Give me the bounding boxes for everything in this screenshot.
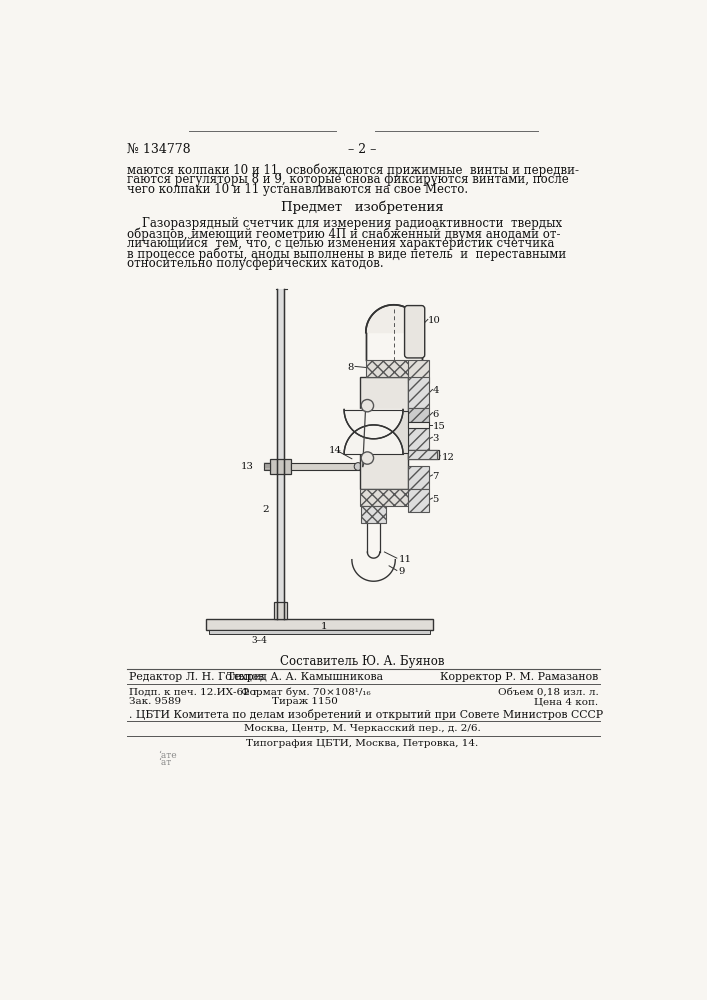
Bar	[408, 408, 429, 422]
Polygon shape	[344, 425, 403, 454]
Bar	[277, 289, 284, 619]
Text: чего колпаки 10 и 11 устанавливаются на свое Место.: чего колпаки 10 и 11 устанавливаются на …	[127, 183, 468, 196]
Bar	[360, 377, 408, 489]
Bar	[360, 411, 408, 453]
Bar	[264, 463, 270, 470]
Bar	[408, 360, 429, 383]
Text: 3–4: 3–4	[251, 636, 267, 645]
Bar	[408, 377, 429, 408]
Text: 15: 15	[433, 422, 445, 431]
Text: 13: 13	[240, 462, 253, 471]
Text: 14: 14	[329, 446, 341, 455]
Text: Зак. 9589: Зак. 9589	[129, 698, 181, 706]
Text: Техред А. А. Камышникова: Техред А. А. Камышникова	[228, 672, 383, 682]
Bar	[366, 360, 421, 377]
Text: 2: 2	[262, 505, 269, 514]
Text: . ЦБТИ Комитета по делам изобретений и открытий при Совете Министров СССР: . ЦБТИ Комитета по делам изобретений и о…	[129, 709, 603, 720]
Text: Газоразрядный счетчик для измерения радиоактивности  твердых: Газоразрядный счетчик для измерения ради…	[127, 217, 562, 230]
Text: в процессе работы, аноды выполнены в виде петель  и  переставными: в процессе работы, аноды выполнены в вид…	[127, 247, 566, 261]
Text: относительно полусферических катодов.: относительно полусферических катодов.	[127, 257, 384, 270]
Bar	[209, 630, 430, 634]
Bar	[408, 422, 429, 428]
Text: Предмет   изобретения: Предмет изобретения	[281, 200, 443, 214]
Text: Корректор Р. М. Рамазанов: Корректор Р. М. Рамазанов	[440, 672, 598, 682]
Text: маются колпаки 10 и 11, освобождаются прижимные  винты и передви-: маются колпаки 10 и 11, освобождаются пр…	[127, 163, 579, 177]
Text: 5: 5	[433, 495, 439, 504]
Text: гаются регуляторы 8 и 9, которые снова фиксируются винтами, после: гаются регуляторы 8 и 9, которые снова ф…	[127, 173, 569, 186]
Text: ‘ат: ‘ат	[158, 758, 171, 767]
Bar	[360, 489, 408, 506]
Bar	[270, 459, 291, 474]
Text: ‘ате: ‘ате	[158, 751, 177, 760]
Text: № 134778: № 134778	[127, 143, 191, 156]
Text: Объем 0,18 изл. л.: Объем 0,18 изл. л.	[498, 687, 598, 696]
Bar	[408, 466, 429, 489]
Text: 4: 4	[433, 386, 439, 395]
Text: Редактор Л. Н. Гольцов: Редактор Л. Н. Гольцов	[129, 672, 264, 682]
Text: 12: 12	[442, 453, 455, 462]
Bar	[408, 428, 429, 450]
Text: 7: 7	[433, 472, 439, 481]
Text: 8: 8	[347, 363, 354, 372]
Text: 6: 6	[433, 410, 439, 419]
Circle shape	[354, 463, 362, 470]
Bar	[361, 506, 386, 523]
Circle shape	[361, 400, 373, 412]
Text: 11: 11	[398, 555, 411, 564]
Bar	[408, 489, 429, 512]
FancyBboxPatch shape	[404, 306, 425, 358]
Bar	[408, 450, 437, 459]
Text: 3: 3	[433, 434, 439, 443]
Text: 9: 9	[398, 567, 404, 576]
Text: Москва, Центр, М. Черкасский пер., д. 2/6.: Москва, Центр, М. Черкасский пер., д. 2/…	[244, 724, 480, 733]
Polygon shape	[344, 410, 403, 439]
Text: образцов, имеющий геометрию 4П и снабженный двумя анодами от-: образцов, имеющий геометрию 4П и снабжен…	[127, 227, 561, 241]
Text: личающийся  тем, что, с целью изменения характеристик счетчика: личающийся тем, что, с целью изменения х…	[127, 237, 554, 250]
Text: 10: 10	[428, 316, 440, 325]
Text: Цена 4 коп.: Цена 4 коп.	[534, 698, 598, 706]
Text: Формат бум. 70×108¹/₁₆: Формат бум. 70×108¹/₁₆	[240, 687, 370, 697]
Text: Подп. к печ. 12.ИХ-62 г.: Подп. к печ. 12.ИХ-62 г.	[129, 687, 262, 696]
Text: Тираж 1150: Тираж 1150	[272, 698, 339, 706]
Text: Составитель Ю. А. Буянов: Составитель Ю. А. Буянов	[280, 655, 444, 668]
Bar	[206, 619, 433, 630]
Text: Типография ЦБТИ, Москва, Петровка, 14.: Типография ЦБТИ, Москва, Петровка, 14.	[246, 739, 478, 748]
Bar	[291, 463, 361, 470]
Bar	[274, 602, 287, 619]
Text: – 2 –: – 2 –	[348, 143, 376, 156]
Bar	[408, 450, 438, 459]
Circle shape	[361, 452, 373, 464]
Text: 1: 1	[321, 622, 327, 631]
Polygon shape	[366, 305, 421, 360]
